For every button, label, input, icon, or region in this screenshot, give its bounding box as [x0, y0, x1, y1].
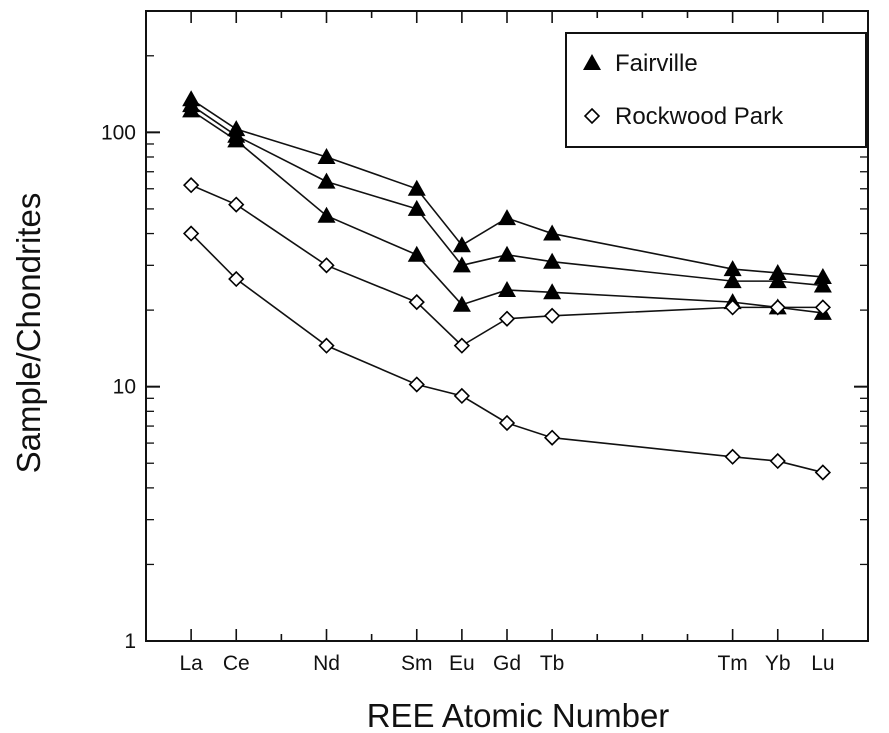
fairville-point — [813, 267, 832, 284]
fairville-point — [768, 263, 787, 280]
rockwood-point — [408, 376, 425, 393]
series-line — [190, 184, 823, 347]
fairville-point — [543, 283, 562, 300]
y-tick-label: 1 — [124, 630, 136, 653]
series-layer — [190, 98, 824, 474]
rockwood-point — [724, 448, 741, 465]
x-tick-label: Nd — [313, 652, 340, 675]
rockwood-point — [318, 337, 335, 354]
series-line — [190, 104, 823, 287]
fairville-point — [452, 256, 471, 273]
x-tick-label: Tm — [717, 652, 747, 675]
rockwood-point — [182, 225, 200, 242]
legend-fairville-label: Fairville — [615, 50, 698, 77]
legend-rockwood-diamond-icon — [583, 107, 601, 125]
rockwood-point — [228, 196, 245, 213]
fairville-point — [723, 260, 742, 277]
legend-rockwood-label: Rockwood Park — [615, 103, 784, 130]
plot-frame — [145, 10, 869, 642]
fairville-point — [498, 209, 516, 226]
rockwood-point — [543, 307, 561, 324]
fairville-point — [498, 245, 516, 262]
x-tick-label: Tb — [540, 652, 565, 675]
x-tick-label: La — [179, 652, 203, 675]
series-line — [190, 232, 824, 474]
rockwood-point — [453, 337, 471, 354]
rockwood-point — [543, 429, 561, 446]
tick-labels: 1 10 100 La Ce Nd Sm Eu Gd Tb Tm Yb Lu — [101, 121, 835, 675]
rockwood-point — [453, 387, 471, 405]
fairville-point — [768, 272, 787, 289]
series-line — [190, 109, 823, 314]
x-tick-label: Ce — [223, 652, 250, 675]
fairville-point — [317, 172, 336, 189]
markers-layer — [182, 90, 832, 481]
legend-box — [565, 32, 867, 148]
rockwood-point — [182, 177, 200, 194]
fairville-point — [543, 252, 562, 269]
x-tick-label: Gd — [493, 652, 521, 675]
x-axis-title: REE Atomic Number — [367, 697, 670, 733]
series-line — [190, 98, 823, 278]
fairville-point — [498, 280, 516, 297]
x-tick-label: Lu — [811, 652, 834, 675]
rockwood-point — [814, 299, 832, 316]
fairville-point — [407, 179, 426, 196]
x-tick-label: Sm — [401, 652, 433, 675]
legend-fairville-triangle-icon — [583, 54, 601, 70]
fairville-point — [227, 131, 246, 148]
x-tick-label: Yb — [765, 652, 791, 675]
y-tick-label: 100 — [101, 121, 136, 144]
fairville-point — [182, 101, 201, 118]
rockwood-point — [318, 257, 335, 274]
fairville-point — [452, 236, 471, 253]
y-axis-title: Sample/Chondrites — [10, 193, 47, 474]
y-tick-label: 10 — [113, 376, 136, 399]
fairville-point — [723, 272, 742, 289]
rockwood-point — [228, 270, 245, 288]
fairville-point — [813, 276, 832, 293]
x-tick-label: Eu — [449, 652, 475, 675]
rockwood-point — [769, 299, 786, 316]
legend: Fairville Rockwood Park — [565, 32, 867, 148]
rockwood-point — [769, 452, 786, 470]
rockwood-point — [498, 310, 516, 327]
rockwood-point — [408, 293, 425, 311]
fairville-point — [452, 295, 471, 312]
rockwood-point — [498, 414, 516, 432]
fairville-point — [317, 206, 336, 223]
rockwood-point — [724, 299, 741, 316]
fairville-point — [317, 147, 336, 164]
rockwood-point — [814, 464, 832, 481]
fairville-point — [543, 224, 562, 241]
fairville-point — [407, 245, 426, 262]
fairville-point — [407, 199, 426, 216]
